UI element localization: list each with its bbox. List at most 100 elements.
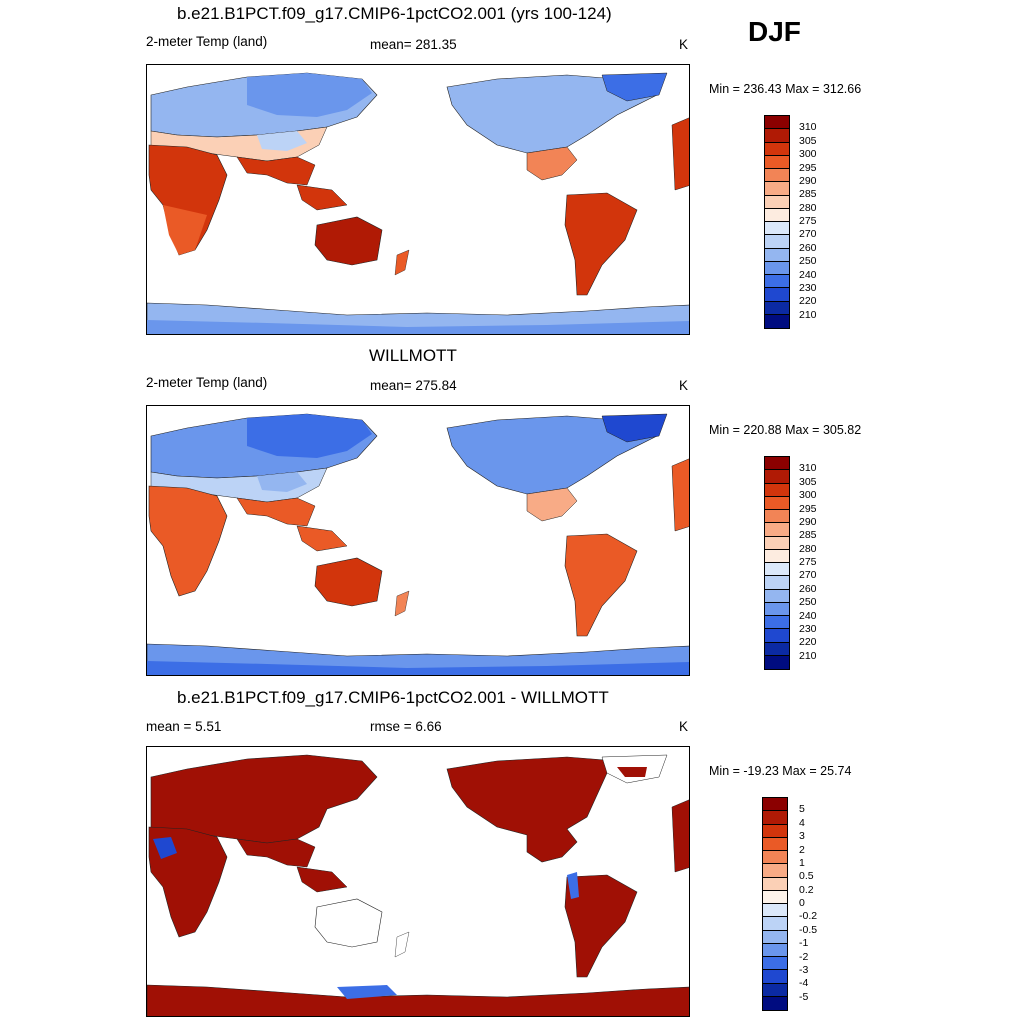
- tibet-region: [257, 472, 307, 492]
- colorbar-segment: [765, 288, 789, 302]
- colorbar-segment: [763, 851, 787, 865]
- colorbar-segment: [765, 470, 789, 484]
- colorbar-segment: [765, 275, 789, 289]
- tibet-region: [257, 131, 307, 151]
- colorbar-segment: [763, 837, 787, 851]
- colorbar-segment: [763, 983, 787, 997]
- colorbar-segment: [765, 496, 789, 510]
- colorbar-tick-label: 290: [799, 515, 817, 528]
- colorbar-segment: [763, 890, 787, 904]
- colorbar-tick-label: -1: [799, 937, 809, 950]
- panel-1-mean-label: mean= 281.35: [370, 37, 457, 52]
- panel-3-title: b.e21.B1PCT.f09_g17.CMIP6-1pctCO2.001 - …: [177, 688, 609, 707]
- colorbar-segment: [763, 811, 787, 825]
- colorbar-tick-label: -2: [799, 950, 809, 963]
- australia-region: [314, 216, 383, 266]
- colorbar-tick-label: 230: [799, 281, 817, 294]
- antarctica-region: [147, 984, 689, 1016]
- colorbar-tick-label: 260: [799, 241, 817, 254]
- panel-1-title: b.e21.B1PCT.f09_g17.CMIP6-1pctCO2.001 (y…: [177, 4, 612, 23]
- maritime-region: [296, 184, 348, 211]
- colorbar-tick-label: 275: [799, 556, 817, 568]
- colorbar-segment: [765, 155, 789, 169]
- colorbar-tick-label: 250: [799, 255, 817, 268]
- colorbar-segment: [765, 116, 789, 130]
- panel-2-map-svg: [147, 413, 689, 675]
- colorbar-segment: [763, 943, 787, 957]
- colorbar-tick-label: 280: [799, 201, 817, 214]
- colorbar-tick-label: -5: [799, 990, 809, 1003]
- colorbar-tick-label: -4: [799, 977, 809, 990]
- panel-1-minmax: Min = 236.43 Max = 312.66: [709, 82, 862, 96]
- colorbar-segment: [765, 589, 789, 603]
- colorbar-tick-label: 0.2: [799, 883, 814, 896]
- colorbar-segment: [765, 222, 789, 236]
- south-asia-region: [236, 497, 316, 527]
- europe-edge-region: [671, 799, 689, 873]
- colorbar-tick-label: 210: [799, 308, 817, 321]
- colorbar-tick-label: 290: [799, 174, 817, 187]
- colorbar-segment: [765, 301, 789, 315]
- colorbar-segment: [765, 261, 789, 275]
- colorbar-tick-label: 275: [799, 215, 817, 227]
- south-america-region: [564, 874, 638, 978]
- panel-3-map: [146, 746, 690, 1017]
- colorbar-segment: [765, 483, 789, 497]
- colorbar-tick-label: 305: [799, 134, 817, 147]
- colorbar-tick-label: 270: [799, 569, 817, 582]
- colorbar-tick-label: 220: [799, 295, 817, 308]
- new-zealand-region: [394, 590, 410, 617]
- colorbar-segment: [765, 642, 789, 656]
- colorbar-segment: [765, 457, 789, 471]
- panel-2-mean-label: mean= 275.84: [370, 378, 457, 393]
- colorbar-tick-label: 300: [799, 148, 817, 161]
- colorbar-tick-label: 250: [799, 596, 817, 609]
- colorbar-tick-label: 4: [799, 816, 805, 829]
- colorbar-tick-label: 210: [799, 649, 817, 662]
- colorbar-segment: [765, 602, 789, 616]
- north-america-south-region: [526, 146, 578, 181]
- colorbar-segment: [765, 549, 789, 563]
- colorbar-tick-label: 240: [799, 268, 817, 281]
- colorbar-tick-label: 220: [799, 636, 817, 649]
- panel-2-map: [146, 405, 690, 676]
- colorbar-tick-label: 240: [799, 609, 817, 622]
- panel-1-variable-label: 2-meter Temp (land): [146, 34, 268, 49]
- panel-3-minmax: Min = -19.23 Max = 25.74: [709, 764, 852, 778]
- colorbar-tick-label: 0.5: [799, 870, 814, 883]
- siberia-region: [247, 73, 372, 117]
- colorbar-tick-label: 300: [799, 489, 817, 502]
- colorbar-tick-label: 230: [799, 622, 817, 635]
- colorbar-tick-label: 285: [799, 188, 817, 201]
- greenland-edge: [617, 767, 647, 777]
- colorbar-segment: [765, 314, 789, 328]
- greenland-region: [601, 72, 668, 102]
- panel-3-rmse-label: rmse = 6.66: [370, 719, 442, 734]
- south-asia-region: [236, 156, 316, 186]
- colorbar-segment: [765, 195, 789, 209]
- colorbar-segment: [765, 523, 789, 537]
- antarctica-interior: [147, 661, 689, 675]
- colorbar-tick-label: 1: [799, 856, 805, 869]
- colorbar-segment: [763, 970, 787, 984]
- south-america-region: [564, 192, 638, 296]
- panel-1-colorbar: [764, 115, 790, 329]
- south-africa-region: [163, 205, 207, 255]
- antarctica-interior: [147, 320, 689, 334]
- colorbar-segment: [763, 798, 787, 812]
- panel-1-units: K: [679, 37, 689, 52]
- colorbar-segment: [763, 917, 787, 931]
- maritime-region: [296, 525, 348, 552]
- colorbar-segment: [765, 616, 789, 630]
- colorbar-segment: [765, 169, 789, 183]
- colorbar-segment: [765, 142, 789, 156]
- north-america-south-region: [526, 487, 578, 522]
- europe-edge-region: [671, 117, 689, 191]
- north-america-cold-region: [446, 415, 658, 495]
- colorbar-segment: [763, 930, 787, 944]
- colorbar-segment: [763, 864, 787, 878]
- colorbar-segment: [765, 129, 789, 143]
- colorbar-segment: [765, 182, 789, 196]
- colorbar-segment: [763, 824, 787, 838]
- antarctica-cold-patch: [337, 985, 397, 999]
